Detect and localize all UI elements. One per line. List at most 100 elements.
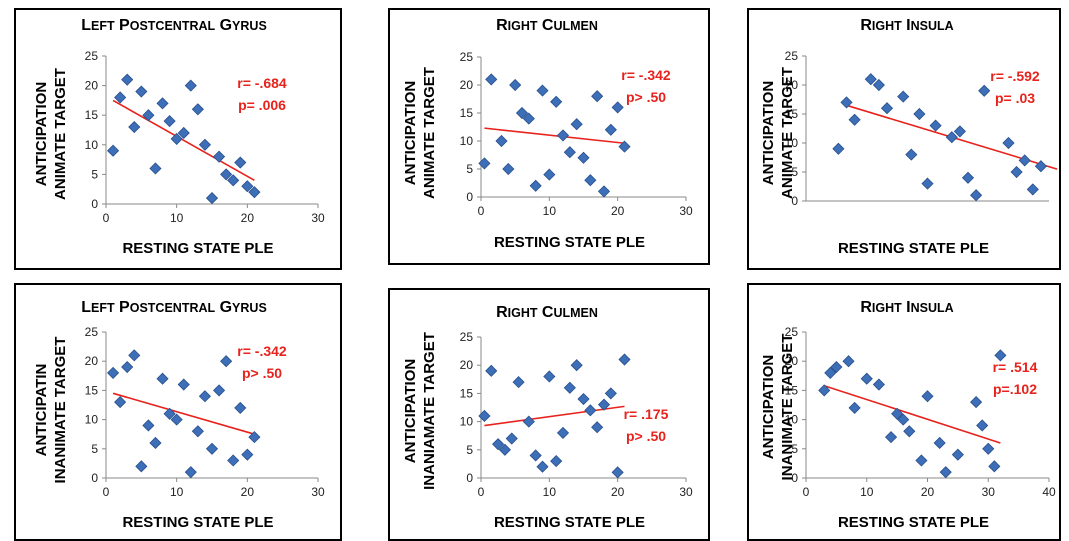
data-point [248, 186, 261, 199]
data-point [921, 390, 934, 403]
data-point [505, 432, 518, 445]
data-point [135, 460, 148, 473]
stat-label: p= .03 [995, 90, 1035, 106]
stat-label: r= -.342 [237, 343, 287, 359]
data-point [577, 151, 590, 164]
y-tick-label: 15 [85, 108, 99, 122]
data-point [611, 466, 624, 479]
data-point [988, 460, 1001, 473]
y-tick-label: 0 [791, 194, 798, 208]
stat-label: p= .006 [238, 97, 286, 113]
chart-title: RIGHT CULMEN [496, 17, 598, 34]
data-point [128, 349, 141, 362]
data-point [884, 431, 898, 444]
data-point [128, 120, 141, 134]
data-point [939, 466, 952, 479]
y-tick-label: 10 [85, 138, 99, 152]
x-tick-label: 0 [103, 485, 110, 499]
y-axis-label: INANIAMATE TARGET [421, 332, 438, 490]
data-point [897, 413, 910, 426]
trend-line [484, 405, 625, 427]
data-point [978, 84, 991, 97]
data-point [563, 146, 576, 159]
x-tick-label: 0 [103, 211, 110, 225]
data-point [142, 419, 155, 432]
data-point [921, 177, 934, 190]
data-point [951, 448, 964, 461]
data-point [529, 449, 542, 462]
chart-panel-3: RIGHT INSULA 0 5 10 15 20 25 r= -.592 p= .03 REST… [747, 8, 1061, 270]
stat-label: r= -.592 [990, 68, 1040, 84]
stat-label: r= -.342 [621, 67, 671, 83]
y-tick-label: 10 [785, 136, 799, 150]
data-point [953, 125, 966, 138]
data-point [522, 112, 535, 125]
y-tick-label: 5 [466, 443, 473, 457]
x-tick-label: 20 [611, 204, 625, 218]
data-point [604, 387, 617, 400]
y-tick-label: 25 [460, 50, 474, 64]
chart-title: RIGHT INSULA [860, 299, 953, 316]
data-point [618, 353, 631, 366]
data-point [864, 73, 877, 86]
data-point [149, 162, 162, 175]
data-point [563, 381, 576, 394]
y-axis-label: INANIMATE TARGET [779, 334, 796, 481]
data-point [903, 425, 916, 438]
data-point [135, 85, 148, 98]
x-tick-label: 30 [982, 485, 996, 499]
data-point [832, 142, 845, 155]
data-point [1018, 154, 1031, 167]
chart-title: LEFT POSTCENTRAL GYRUS [81, 17, 267, 34]
data-point [156, 97, 169, 110]
stat-label: r= .175 [624, 406, 669, 422]
data-point [584, 404, 597, 417]
y-axis-label: ANTICIPATION [402, 81, 419, 185]
data-point [498, 443, 511, 456]
data-point [495, 134, 508, 148]
data-point [905, 148, 918, 161]
data-point [933, 436, 946, 450]
x-tick-label: 30 [679, 204, 693, 218]
data-point [618, 140, 631, 153]
y-tick-label: 25 [85, 49, 99, 63]
y-tick-label: 5 [791, 165, 798, 179]
y-tick-label: 10 [460, 415, 474, 429]
trend-line [484, 127, 625, 145]
data-point [478, 409, 491, 423]
data-point [840, 96, 853, 109]
data-point [163, 407, 176, 420]
y-axis-label: INANIMATE TARGET [52, 337, 69, 484]
x-tick-label: 20 [241, 485, 255, 499]
data-point [184, 79, 197, 92]
trend-line [112, 392, 255, 435]
x-axis-label: RESTING STATE PLE [494, 514, 645, 531]
data-point [970, 396, 983, 409]
data-point [970, 189, 983, 202]
data-point [913, 107, 926, 121]
data-point [961, 171, 975, 184]
data-point [556, 129, 570, 142]
data-point [550, 95, 563, 108]
x-axis-label: RESTING STATE PLE [122, 240, 273, 257]
data-point [842, 355, 855, 368]
chart-panel-6: RIGHT INSULA 0 5 10 15 20 25 0 10 20 30 40 r= .514 p=… [747, 283, 1061, 541]
data-point [543, 168, 556, 181]
y-tick-label: 5 [466, 162, 473, 176]
data-point [584, 174, 597, 187]
chart-panel-5: RIGHT CULMEN 0 5 10 15 20 25 0 10 20 30 r= .175 p> .… [388, 288, 710, 541]
y-tick-label: 0 [91, 197, 98, 211]
data-point [227, 174, 240, 187]
data-point [818, 384, 831, 397]
data-point [824, 366, 837, 379]
data-point [830, 360, 843, 374]
data-point [227, 454, 240, 467]
data-point [536, 460, 549, 473]
data-point [860, 372, 873, 385]
x-tick-label: 0 [478, 485, 485, 499]
y-tick-label: 0 [466, 471, 473, 485]
data-point [570, 118, 583, 131]
data-point [597, 185, 611, 198]
